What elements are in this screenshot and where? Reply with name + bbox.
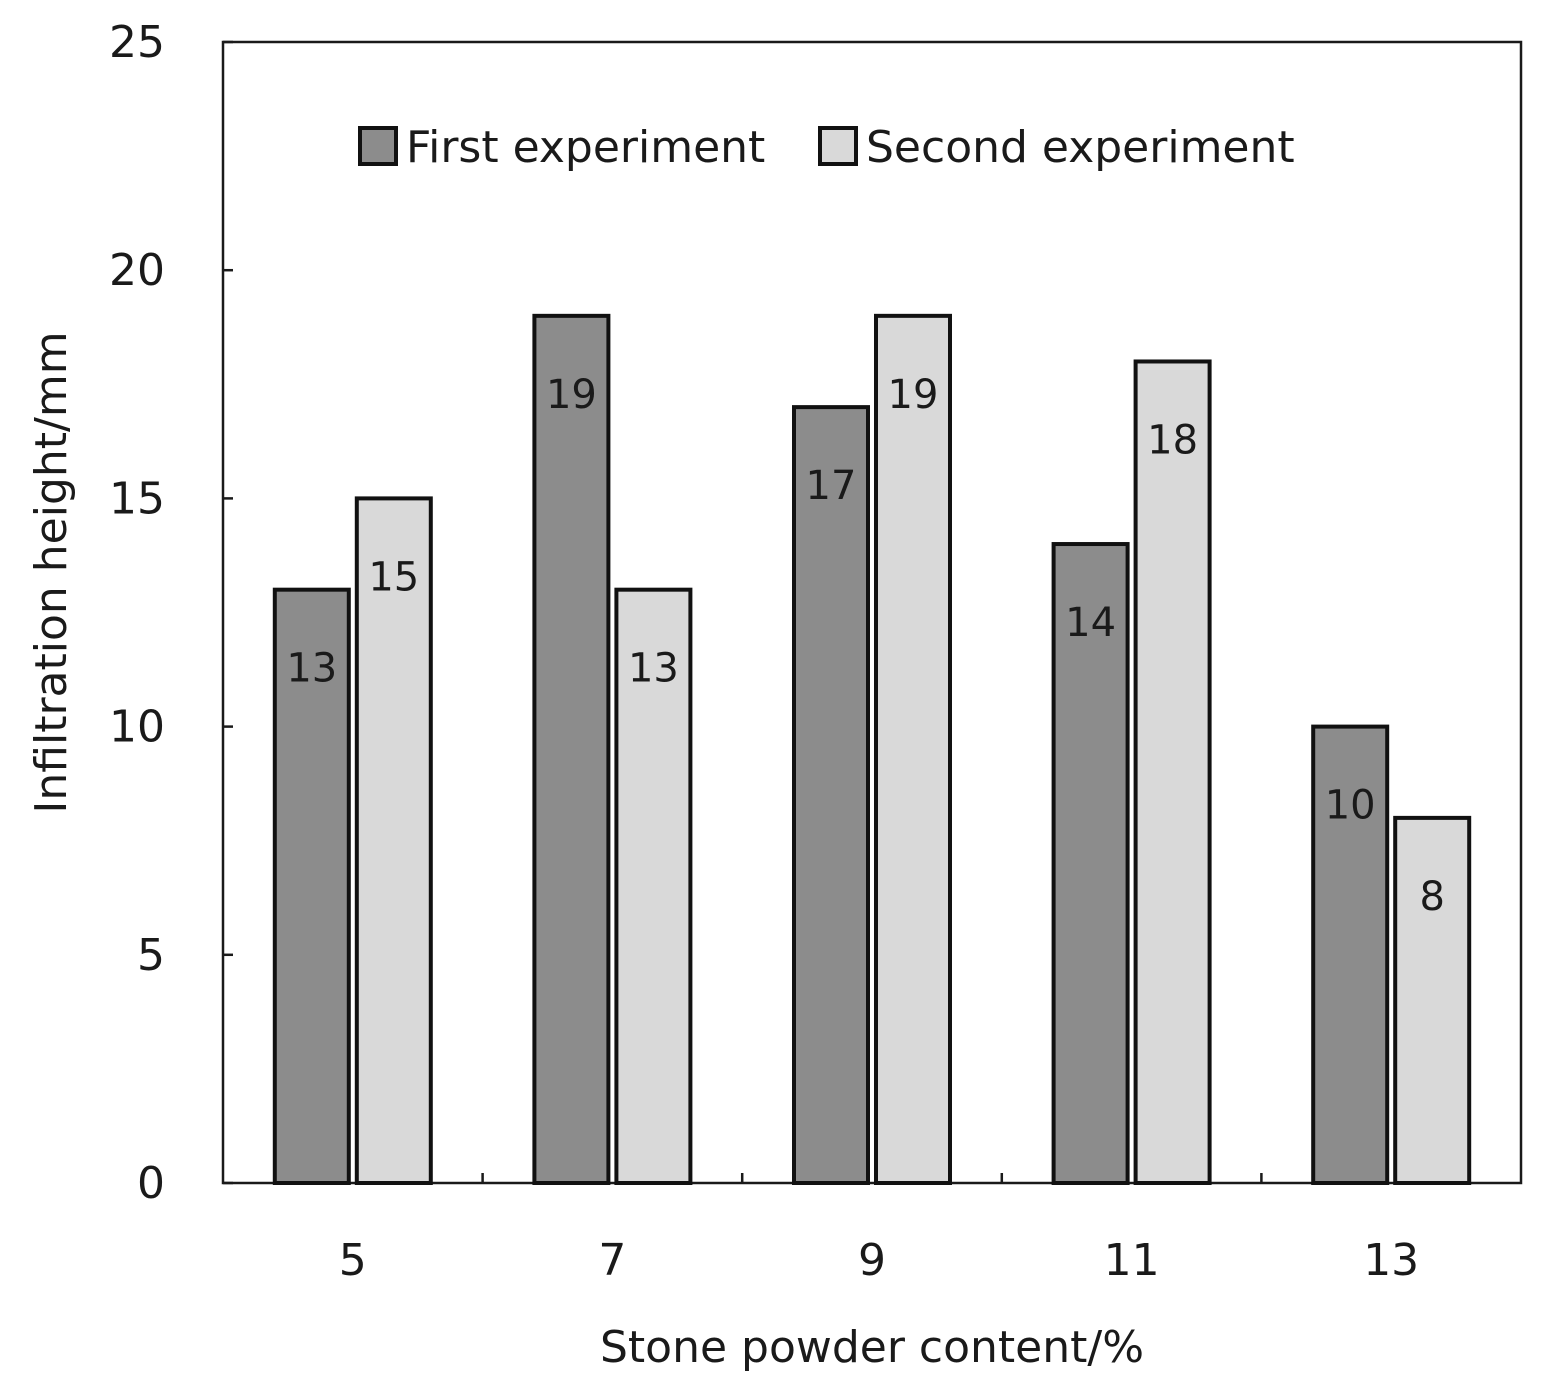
- bar-first-experiment-11: [1051, 542, 1130, 1185]
- plot-area-border: [221, 40, 1523, 1185]
- data-label: 17: [806, 463, 857, 509]
- x-tick-label: 11: [1104, 1235, 1160, 1286]
- legend-label-first: First experiment: [406, 122, 765, 173]
- y-tick-label: 15: [109, 473, 165, 524]
- bar-first-experiment-13: [1311, 724, 1390, 1185]
- y-tick-label: 10: [109, 702, 165, 753]
- y-tick-label: 5: [137, 930, 165, 981]
- data-label: 10: [1325, 783, 1376, 829]
- legend-swatch-first: [358, 126, 398, 166]
- y-axis-title: Infiltration height/mm: [26, 331, 77, 813]
- bar-second-experiment-11: [1133, 359, 1212, 1186]
- legend-swatch-second: [818, 126, 858, 166]
- bar-second-experiment-5: [354, 496, 433, 1185]
- x-axis-title: Stone powder content/%: [600, 1322, 1144, 1373]
- data-label: 18: [1147, 417, 1198, 463]
- bar-first-experiment-5: [272, 587, 351, 1185]
- legend-label-second: Second experiment: [866, 122, 1295, 173]
- bar-first-experiment-9: [792, 405, 870, 1185]
- x-tick-label: 13: [1363, 1235, 1419, 1286]
- data-label: 13: [286, 646, 337, 692]
- y-tick-label: 0: [137, 1158, 165, 1209]
- data-label: 15: [368, 554, 419, 600]
- y-tick-label: 20: [109, 245, 165, 296]
- bar-second-experiment-9: [874, 313, 952, 1185]
- y-tick-label: 25: [109, 17, 165, 68]
- data-label: 8: [1419, 874, 1444, 920]
- x-tick-label: 5: [339, 1235, 367, 1286]
- data-label: 19: [546, 372, 597, 418]
- bar-first-experiment-7: [532, 313, 611, 1185]
- x-tick-label: 7: [598, 1235, 626, 1286]
- x-tick-label: 9: [858, 1235, 886, 1286]
- data-label: 14: [1065, 600, 1116, 646]
- data-label: 19: [888, 372, 939, 418]
- data-label: 13: [628, 646, 679, 692]
- bar-second-experiment-13: [1393, 815, 1472, 1185]
- bar-second-experiment-7: [614, 587, 693, 1185]
